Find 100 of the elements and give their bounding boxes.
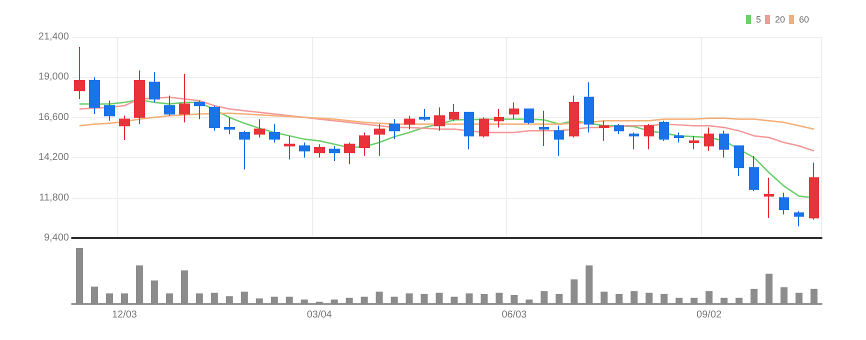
candlestick <box>254 118 265 138</box>
candlestick <box>314 144 325 158</box>
bar <box>676 298 683 304</box>
bar <box>660 294 668 304</box>
bar <box>120 293 128 304</box>
bar <box>436 292 443 304</box>
candlestick <box>209 105 220 132</box>
candlestick <box>764 177 774 218</box>
bar <box>480 294 488 304</box>
candlestick <box>74 46 85 100</box>
candlestick <box>779 192 789 216</box>
y-tick-label: 14,200 <box>38 152 70 164</box>
bar <box>586 265 593 304</box>
y-tick-label: 19,000 <box>38 72 70 83</box>
candlestick <box>524 108 534 125</box>
bar <box>256 298 263 304</box>
candlestick <box>89 76 100 115</box>
bar <box>270 296 278 304</box>
bar <box>136 265 143 304</box>
candlestick <box>809 162 819 220</box>
candlestick <box>449 104 459 122</box>
bar <box>570 279 578 304</box>
bar <box>630 291 638 304</box>
x-tick-label: 09/02 <box>696 310 722 320</box>
bar <box>466 293 473 304</box>
line-series <box>78 96 815 152</box>
bar <box>90 286 98 304</box>
y-tick-label: 11,800 <box>39 192 70 204</box>
candlestick <box>689 135 699 150</box>
x-tick-label: 06/03 <box>502 310 528 320</box>
bar <box>526 300 533 304</box>
candlestick <box>359 132 370 156</box>
candlestick <box>239 130 250 170</box>
bar <box>376 292 383 304</box>
candlestick <box>509 102 519 120</box>
candlestick <box>479 116 489 138</box>
candlestick <box>614 124 624 135</box>
bar <box>766 274 773 304</box>
bar <box>210 292 218 304</box>
candlestick <box>644 124 654 150</box>
legend-label: 60 <box>798 14 810 24</box>
bar <box>360 296 368 304</box>
candlestick <box>584 82 594 133</box>
bar <box>556 294 563 304</box>
bar <box>106 293 113 304</box>
legend-label: 5 <box>756 14 761 24</box>
bar <box>390 296 398 304</box>
bar <box>166 293 173 304</box>
candlestick <box>389 118 400 140</box>
candlestick <box>374 124 385 156</box>
bar <box>180 270 188 304</box>
bar <box>406 293 413 304</box>
candlestick <box>269 124 280 144</box>
bar <box>226 296 233 304</box>
candlestick <box>119 115 130 141</box>
bar <box>750 288 758 304</box>
candlestick <box>149 72 160 103</box>
candlestick <box>629 132 639 150</box>
candlestick <box>704 126 714 152</box>
candlestick <box>179 73 190 123</box>
bar <box>286 296 293 304</box>
candlestick <box>134 70 145 125</box>
candlestick <box>329 145 340 162</box>
candlestick <box>539 110 549 146</box>
bar <box>690 298 698 304</box>
candlestick <box>749 155 759 192</box>
bar <box>540 291 548 304</box>
candlestick <box>104 100 115 122</box>
bar <box>150 280 158 304</box>
line-series <box>78 112 815 130</box>
bar <box>450 296 458 304</box>
x-tick-label: 03/04 <box>306 310 332 320</box>
bar <box>736 298 743 304</box>
bar <box>720 298 728 304</box>
candlestick <box>419 108 430 122</box>
candlestick <box>224 116 235 135</box>
candlestick <box>554 125 564 156</box>
bar <box>420 294 428 304</box>
bar <box>240 292 248 304</box>
candlestick <box>734 145 744 177</box>
candlestick <box>344 142 355 165</box>
bar <box>796 292 803 304</box>
y-tick-label: 16,600 <box>38 112 70 123</box>
candlestick <box>434 106 445 132</box>
bar <box>706 291 713 304</box>
bar <box>510 295 518 304</box>
y-tick-label: 21,400 <box>38 32 70 42</box>
bar <box>196 293 203 304</box>
candlestick <box>194 100 205 120</box>
candlestick <box>794 210 804 227</box>
candlestick <box>659 120 669 142</box>
bar <box>646 292 653 304</box>
candlestick <box>299 142 310 158</box>
bar <box>810 288 818 304</box>
candlestick <box>569 95 579 138</box>
bar <box>330 300 338 304</box>
candlestick <box>464 112 474 150</box>
candlestick <box>164 95 175 116</box>
candlestick <box>674 132 684 144</box>
candlestick <box>284 135 295 160</box>
